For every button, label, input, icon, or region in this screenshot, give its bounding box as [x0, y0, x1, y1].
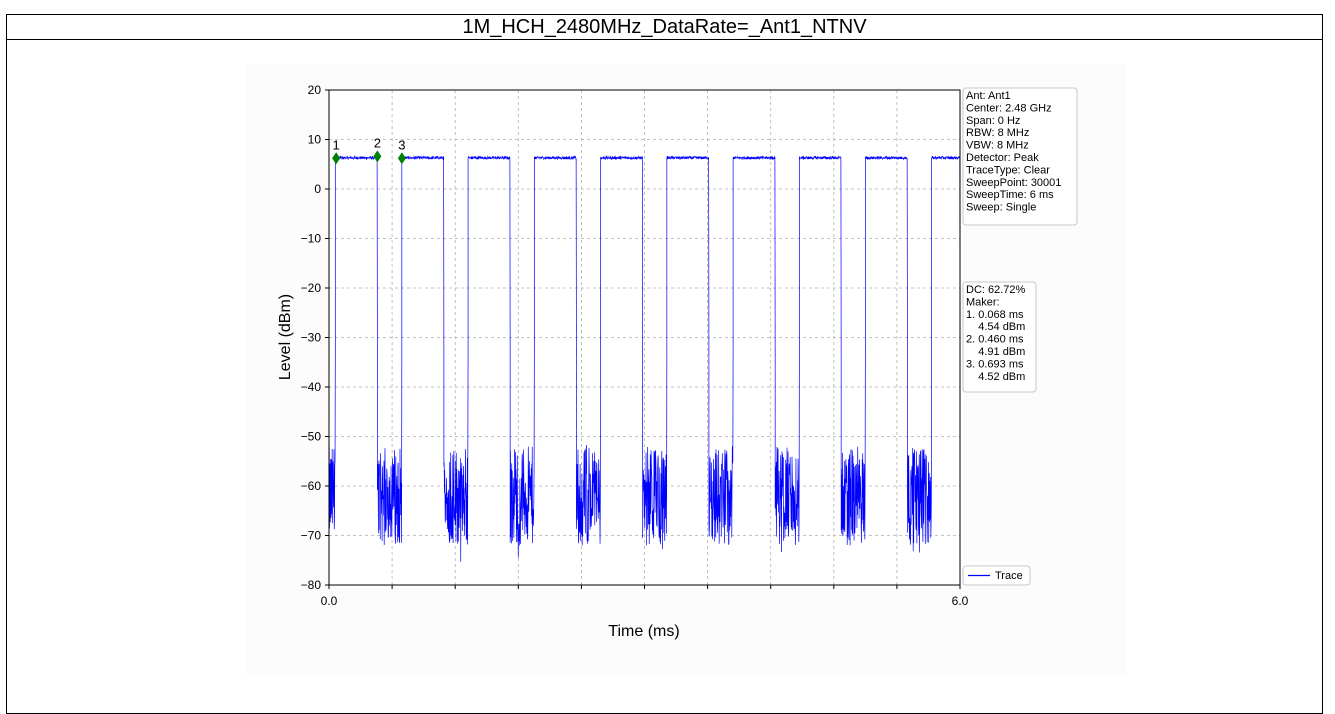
info-line: SweepTime: 6 ms: [966, 189, 1054, 201]
info-line: Sweep: Single: [966, 202, 1036, 214]
trace-series: [328, 155, 961, 562]
marker-label: 1: [333, 137, 340, 152]
marker-diamond: [373, 150, 382, 163]
result-line: 2. 0.460 ms: [966, 334, 1024, 346]
marker-group: 1 2 3: [332, 135, 406, 165]
x-axis-ticks: 0.0 6.0: [321, 585, 969, 608]
info-line: RBW: 8 MHz: [966, 127, 1029, 139]
y-tick-label: 10: [308, 133, 322, 147]
info-box-frame: [962, 87, 1078, 226]
result-line: 4.54 dBm: [966, 321, 1025, 333]
legend-frame: [962, 565, 1031, 586]
info-line: SweepPoint: 30001: [966, 177, 1061, 189]
result-line: 3. 0.693 ms: [966, 358, 1024, 370]
x-tick-label: 0.0: [321, 594, 338, 608]
y-tick-label: −10: [301, 232, 322, 246]
marker-label: 3: [398, 137, 405, 152]
page-title: 1M_HCH_2480MHz_DataRate=_Ant1_NTNV: [7, 15, 1322, 40]
result-line: DC: 62.72%: [966, 284, 1026, 296]
result-box-frame: [962, 281, 1037, 393]
chart-svg: 1 2 3 20 10 0 −10 −20 −30 −40 −50 −60 −70 −80 0.0 6.0…: [277, 83, 1078, 640]
result-line: 1. 0.068 ms: [966, 309, 1024, 321]
y-axis-label: Level (dBm): [277, 294, 294, 380]
result-line: 4.91 dBm: [966, 346, 1025, 358]
y-tick-label: −60: [301, 479, 322, 493]
trace-line: [328, 155, 961, 562]
marker-diamond: [397, 152, 406, 165]
y-tick-label: 0: [314, 182, 321, 196]
marker-label: 2: [374, 135, 381, 150]
info-line: Detector: Peak: [966, 152, 1039, 164]
y-tick-label: 20: [308, 83, 322, 97]
legend: Trace: [962, 565, 1031, 586]
info-line: TraceType: Clear: [966, 164, 1050, 176]
info-line: Span: 0 Hz: [966, 115, 1020, 127]
x-axis-label: Time (ms): [608, 623, 679, 640]
info-line: VBW: 8 MHz: [966, 140, 1029, 152]
x-tick-label: 6.0: [952, 594, 969, 608]
result-line: 4.52 dBm: [966, 371, 1025, 383]
legend-label: Trace: [995, 570, 1023, 582]
y-tick-label: −20: [301, 281, 322, 295]
y-tick-label: −80: [301, 578, 322, 592]
grid-lines: [329, 90, 960, 585]
y-tick-label: −30: [301, 331, 322, 345]
info-line: Ant: Ant1: [966, 90, 1011, 102]
marker-diamond: [332, 152, 341, 165]
y-axis-ticks: 20 10 0 −10 −20 −30 −40 −50 −60 −70 −80: [301, 83, 329, 592]
y-tick-label: −50: [301, 430, 322, 444]
y-tick-label: −70: [301, 529, 322, 543]
result-line: Maker:: [966, 296, 1000, 308]
y-tick-label: −40: [301, 380, 322, 394]
info-line: Center: 2.48 GHz: [966, 102, 1052, 114]
